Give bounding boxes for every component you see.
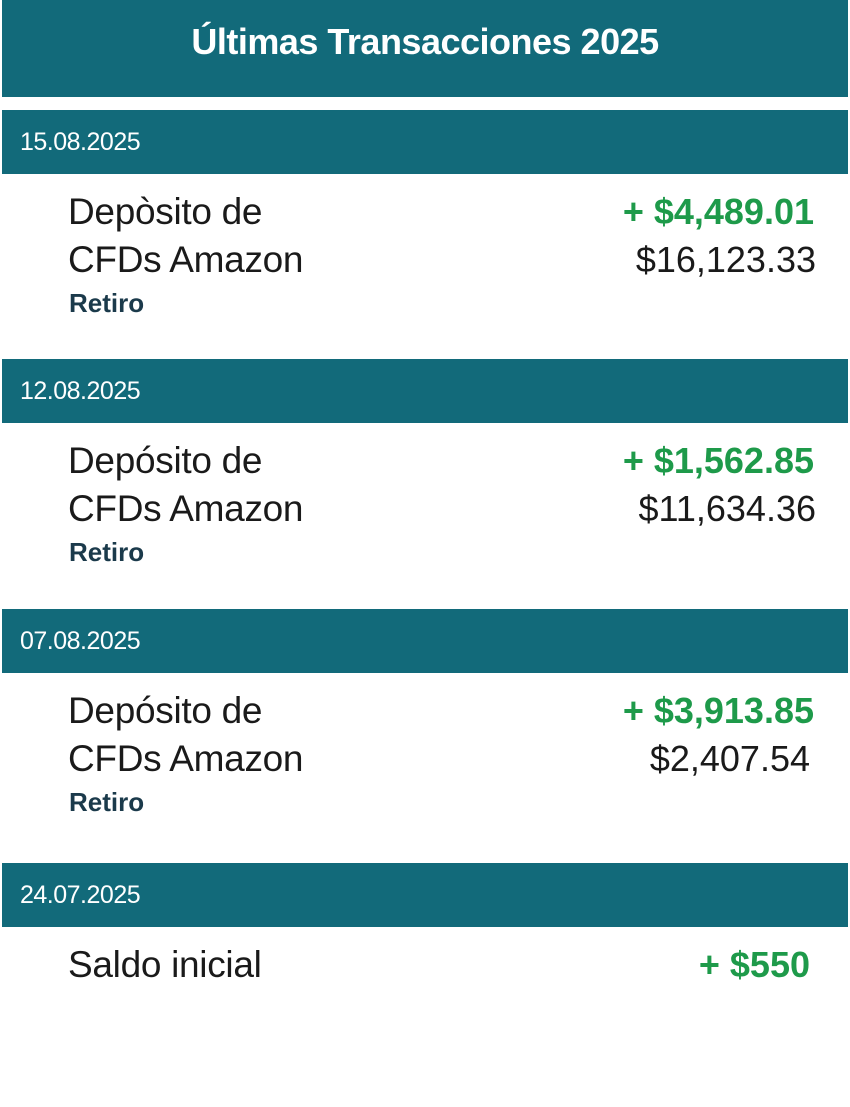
transaction-group: 07.08.2025 Depósito de CFDs Amazon Retiro… xyxy=(2,609,848,853)
transaction-group: 12.08.2025 Depósito de CFDs Amazon Retiro… xyxy=(2,359,848,603)
transaction-amount: + $4,489.01 xyxy=(622,191,814,232)
page-title: Últimas Transacciones 2025 xyxy=(191,20,659,62)
date-header: 12.08.2025 xyxy=(2,359,848,423)
transaction-description: Depósito de CFDs Amazon xyxy=(68,437,304,533)
transaction-type: Retiro xyxy=(69,787,145,817)
description-line: CFDs Amazon xyxy=(68,738,304,779)
description-line: Depósito de xyxy=(68,690,263,731)
transaction-description: Depósito de CFDs Amazon xyxy=(68,687,304,783)
transaction-description: Depòsito de CFDs Amazon xyxy=(68,188,304,284)
transaction-balance: $2,407.54 xyxy=(649,738,810,779)
description-line: Depòsito de xyxy=(68,191,263,232)
transaction-type: Retiro xyxy=(69,537,145,567)
description-line: CFDs Amazon xyxy=(68,488,304,529)
description-line: Depósito de xyxy=(68,440,263,481)
transaction-amount: + $550 xyxy=(698,944,810,985)
transaction-group: 24.07.2025 Saldo inicial + $550 xyxy=(2,863,848,1107)
page-header: Últimas Transacciones 2025 xyxy=(2,0,848,97)
transaction-row[interactable]: Saldo inicial + $550 xyxy=(2,927,848,1107)
transaction-amount: + $3,913.85 xyxy=(622,690,814,731)
transaction-row[interactable]: Depósito de CFDs Amazon Retiro + $1,562.8… xyxy=(2,423,848,603)
description-line: CFDs Amazon xyxy=(68,239,304,280)
transaction-row[interactable]: Depósito de CFDs Amazon Retiro + $3,913.8… xyxy=(2,673,848,853)
date-header: 24.07.2025 xyxy=(2,863,848,927)
transaction-balance: $16,123.33 xyxy=(635,239,816,280)
date-header: 15.08.2025 xyxy=(2,110,848,174)
transaction-amount: + $1,562.85 xyxy=(622,440,814,481)
transaction-balance: $11,634.36 xyxy=(638,488,816,529)
transaction-group: 15.08.2025 Depòsito de CFDs Amazon Retiro… xyxy=(2,110,848,354)
date-header: 07.08.2025 xyxy=(2,609,848,673)
transaction-description: Saldo inicial xyxy=(68,944,262,985)
transaction-row[interactable]: Depòsito de CFDs Amazon Retiro + $4,489.0… xyxy=(2,174,848,354)
transaction-type: Retiro xyxy=(69,288,145,318)
